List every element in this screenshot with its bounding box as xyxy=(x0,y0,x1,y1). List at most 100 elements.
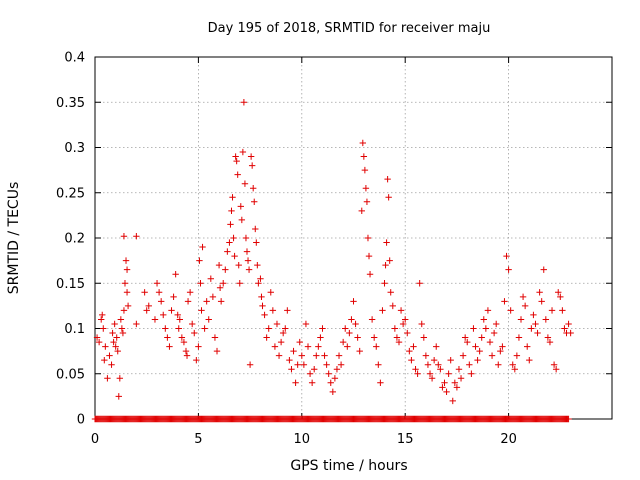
data-point xyxy=(203,298,210,305)
data-point xyxy=(468,370,475,377)
grid-lines xyxy=(95,57,612,419)
data-point xyxy=(220,280,227,287)
data-point xyxy=(195,343,202,350)
axis-ticks: 0 0.05 0.1 0.15 0.2 0.25 0.3 0.35 0.4 0 5 10 15 20 xyxy=(56,51,612,447)
data-point xyxy=(153,280,161,287)
data-point xyxy=(354,334,361,341)
data-point xyxy=(275,352,283,359)
data-point xyxy=(486,338,494,346)
data-point xyxy=(95,338,103,346)
data-point xyxy=(364,234,372,242)
data-point xyxy=(550,361,558,368)
data-point xyxy=(370,334,378,341)
data-point xyxy=(300,361,308,368)
data-point xyxy=(99,311,106,319)
data-point xyxy=(252,225,259,233)
data-point xyxy=(557,293,564,301)
y-tick-label: 0.4 xyxy=(64,51,85,66)
data-point xyxy=(323,361,330,368)
data-point xyxy=(321,352,328,359)
data-point xyxy=(391,325,399,332)
data-point xyxy=(490,329,498,337)
data-point xyxy=(424,361,432,368)
data-point xyxy=(536,289,543,296)
data-point xyxy=(420,334,428,341)
data-point xyxy=(238,216,246,224)
data-point xyxy=(226,239,233,246)
data-point xyxy=(333,366,341,373)
data-point xyxy=(284,307,291,314)
data-point xyxy=(155,289,163,296)
data-point xyxy=(201,325,208,332)
data-point xyxy=(183,352,191,359)
data-point xyxy=(337,361,345,368)
data-point xyxy=(344,343,351,350)
data-point xyxy=(395,338,403,346)
y-tick-label: 0.05 xyxy=(56,367,85,382)
data-point xyxy=(186,289,194,296)
data-point xyxy=(259,302,266,310)
data-point xyxy=(447,356,454,364)
data-point xyxy=(488,352,496,359)
data-point xyxy=(418,320,425,328)
data-point xyxy=(368,316,376,323)
data-point xyxy=(124,302,132,310)
data-point xyxy=(231,252,238,260)
data-point xyxy=(254,261,261,269)
data-point xyxy=(319,325,326,332)
data-point xyxy=(476,347,483,355)
data-point xyxy=(235,261,242,269)
data-point xyxy=(565,320,572,328)
x-axis-label: GPS time / hours xyxy=(290,458,407,474)
data-point xyxy=(292,379,299,386)
y-tick-label: 0.25 xyxy=(56,186,85,201)
data-point xyxy=(141,289,148,296)
data-point xyxy=(428,375,436,382)
data-point xyxy=(166,343,173,350)
data-point xyxy=(439,384,446,391)
data-point xyxy=(455,366,463,373)
data-point xyxy=(227,221,234,228)
data-point xyxy=(236,280,243,287)
data-point xyxy=(350,298,357,305)
data-point xyxy=(184,298,192,305)
data-point xyxy=(437,366,444,373)
data-point xyxy=(317,334,324,341)
data-point xyxy=(222,266,229,273)
data-point xyxy=(426,370,434,377)
data-point xyxy=(198,307,205,314)
data-point xyxy=(102,343,109,350)
data-point xyxy=(193,356,200,364)
data-point xyxy=(248,162,256,169)
data-point xyxy=(478,334,485,341)
data-point xyxy=(298,352,305,359)
data-point xyxy=(98,316,105,323)
data-point xyxy=(389,302,396,310)
data-point xyxy=(302,320,310,328)
data-point xyxy=(377,379,384,386)
data-point xyxy=(361,166,369,174)
data-point xyxy=(422,352,430,359)
data-point xyxy=(358,207,365,215)
data-point xyxy=(335,352,343,359)
data-point xyxy=(435,361,442,368)
data-point xyxy=(269,307,277,314)
data-point xyxy=(552,366,560,373)
data-point xyxy=(544,334,552,341)
data-point xyxy=(241,180,249,187)
data-point xyxy=(257,275,264,282)
data-point xyxy=(561,325,568,332)
data-point xyxy=(273,320,281,328)
data-point xyxy=(209,293,217,301)
data-point xyxy=(239,148,247,156)
data-point xyxy=(360,153,368,160)
data-point xyxy=(240,99,248,106)
data-point xyxy=(482,325,490,332)
data-point xyxy=(116,375,124,382)
data-point xyxy=(265,325,272,332)
data-point xyxy=(466,361,473,368)
data-point xyxy=(308,379,316,386)
x-tick-label: 15 xyxy=(397,432,414,447)
data-point xyxy=(178,334,186,341)
data-point xyxy=(286,356,293,364)
